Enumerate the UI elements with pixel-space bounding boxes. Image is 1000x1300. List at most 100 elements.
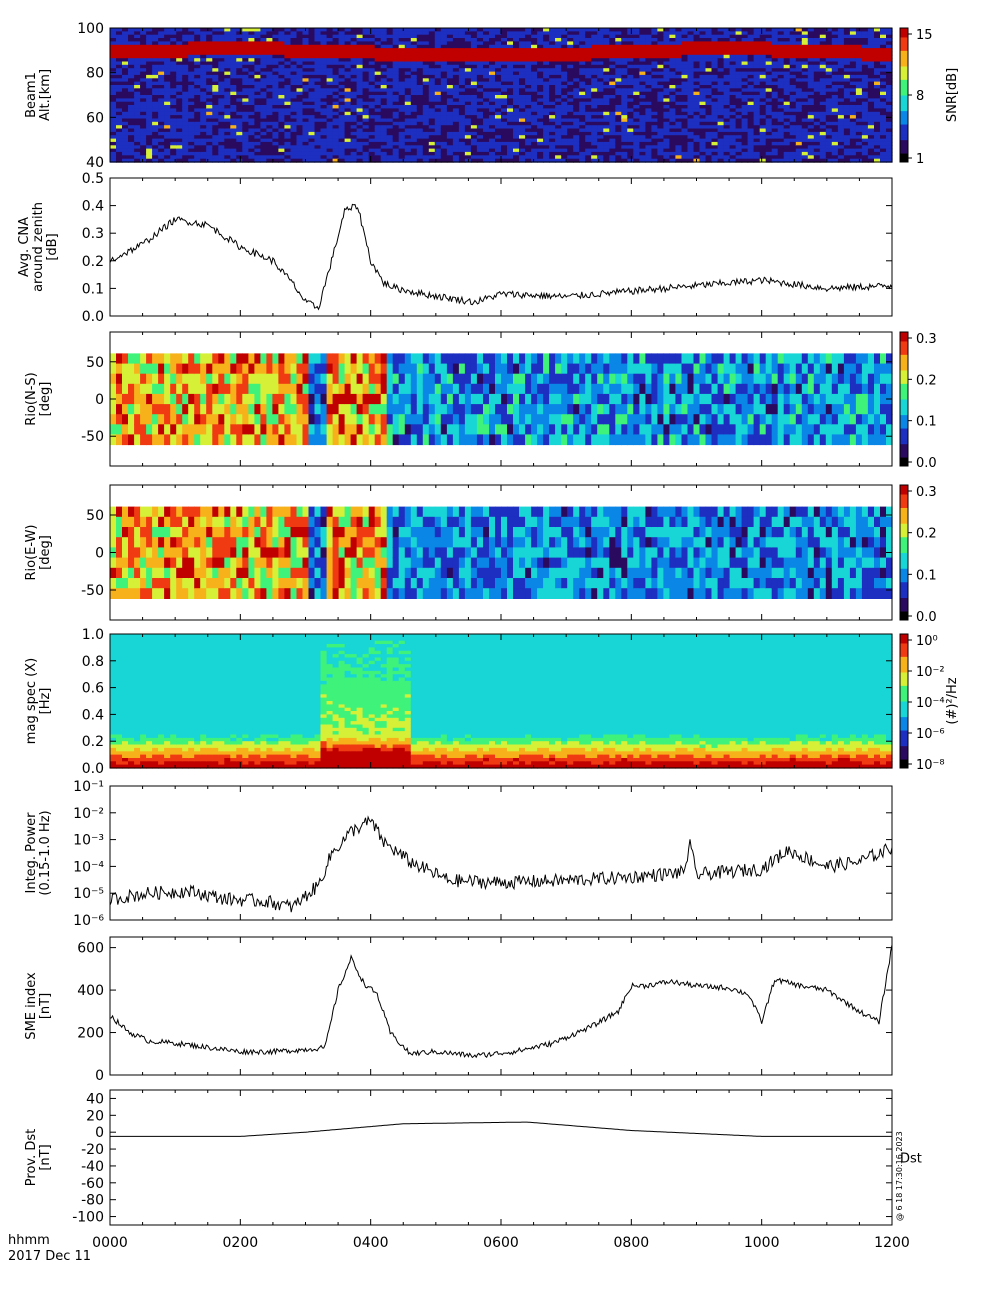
beam1-snr-cell (284, 64, 291, 69)
beam1-snr-cell (284, 125, 291, 130)
beam1-snr-cell (446, 68, 454, 73)
beam1-snr-cell (212, 58, 219, 63)
beam1-snr-cell (140, 105, 147, 109)
beam1-snr-cell (362, 121, 370, 126)
beam1-snr-cell (248, 51, 255, 56)
beam1-snr-cell (495, 64, 502, 69)
beam1-snr-cell (308, 38, 316, 42)
beam1-snr-cell (278, 145, 285, 150)
beam1-snr-cell (735, 135, 743, 140)
beam1-snr-cell (458, 51, 466, 56)
beam1-snr-cell (302, 151, 310, 156)
beam1-snr-cell (146, 71, 153, 76)
beam1-snr-cell (356, 101, 364, 106)
beam1-snr-cell (218, 128, 225, 133)
beam1-snr-cell (272, 101, 279, 106)
beam1-snr-cell (452, 78, 460, 83)
beam1-snr-cell (122, 158, 129, 163)
beam1-snr-cell (483, 34, 490, 39)
beam1-snr-cell (296, 61, 304, 66)
beam1-snr-cell (452, 105, 460, 109)
beam1-snr-cell (452, 44, 460, 49)
beam1-snr-cell (338, 48, 346, 53)
beam1-snr-cell (260, 58, 267, 63)
beam1-snr-cell (374, 131, 382, 136)
beam1-snr-cell (507, 61, 514, 66)
beam1-snr-cell (140, 41, 147, 46)
beam1-snr-cell (476, 38, 484, 42)
beam1-snr-cell (242, 125, 249, 130)
beam1-snr-cell (188, 51, 195, 56)
beam1-snr-cell (561, 135, 568, 140)
beam1-snr-cell (446, 125, 454, 130)
beam1-snr-cell (290, 155, 298, 160)
beam1-snr-cell (194, 61, 201, 66)
beam1-snr-cell (675, 141, 682, 146)
beam1-snr-cell (470, 118, 478, 123)
beam1-snr-cell (248, 85, 255, 89)
beam1-snr-cell (513, 95, 520, 99)
beam1-snr-cell (170, 31, 177, 36)
beam1-snr-cell (470, 54, 478, 59)
beam1-snr-cell (146, 121, 153, 126)
beam1-snr-cell (176, 54, 183, 59)
beam1-snr-cell (338, 128, 346, 133)
beam1-snr-cell (200, 61, 207, 66)
beam1-snr-cell (266, 44, 273, 49)
beam1-snr-cell (212, 98, 219, 103)
beam1-snr-cell (386, 158, 394, 163)
beam1-snr-cell (483, 121, 490, 126)
beam1-snr-cell (645, 141, 652, 146)
beam1-snr-cell (434, 128, 442, 133)
beam1-snr-cell (212, 54, 219, 59)
beam1-snr-cell (242, 51, 249, 56)
beam1-snr-cell (134, 41, 141, 46)
beam1-snr-cell (350, 135, 358, 140)
beam1-snr-cell (188, 48, 195, 53)
beam1-snr-cell (416, 141, 424, 146)
beam1-snr-cell (194, 125, 201, 130)
beam1-snr-cell (116, 128, 123, 133)
beam1-snr-cell (374, 34, 382, 39)
beam1-snr-cell (332, 148, 340, 153)
beam1-snr-cell (260, 148, 267, 153)
beam1-snr-cell (266, 98, 273, 103)
beam1-snr-cell (158, 121, 165, 126)
beam1-snr-cell (326, 68, 334, 73)
beam1-snr-cell (476, 31, 484, 36)
beam1-snr-cell (272, 141, 279, 146)
beam1-snr-cell (260, 131, 267, 136)
beam1-snr-cell (422, 85, 430, 89)
beam1-snr-cell (368, 54, 376, 59)
beam1-snr-cell (489, 31, 496, 36)
beam1-snr-cell (158, 158, 165, 163)
beam1-snr-cell (495, 158, 502, 163)
beam1-snr-cell (170, 118, 177, 123)
beam1-snr-cell (332, 131, 340, 136)
beam1-snr-cell (428, 38, 436, 42)
beam1-snr-cell (290, 41, 298, 46)
beam1-snr-cell (464, 34, 472, 39)
beam1-snr-cell (182, 128, 189, 133)
beam1-snr-cell (476, 51, 484, 56)
beam1-snr-cell (344, 118, 352, 123)
beam1-snr-cell (410, 155, 418, 160)
beam1-snr-cell (170, 101, 177, 106)
beam1-snr-cell (464, 131, 472, 136)
beam1-snr-cell (146, 155, 153, 160)
beam1-snr-cell (440, 135, 448, 140)
beam1-snr-cell (128, 85, 135, 89)
beam1-snr-cell (537, 141, 544, 146)
beam1-snr-cell (308, 85, 316, 89)
beam1-snr-cell (110, 64, 117, 69)
beam1-snr-cell (374, 151, 382, 156)
beam1-snr-cell (440, 51, 448, 56)
beam1-snr-cell (206, 105, 213, 109)
beam1-snr-cell (248, 95, 255, 99)
beam1-snr-cell (170, 51, 177, 56)
beam1-snr-cell (495, 48, 502, 53)
beam1-snr-cell (380, 58, 388, 63)
beam1-snr-cell (152, 71, 159, 76)
beam1-snr-cell (272, 148, 279, 153)
beam1-snr-cell (452, 101, 460, 106)
